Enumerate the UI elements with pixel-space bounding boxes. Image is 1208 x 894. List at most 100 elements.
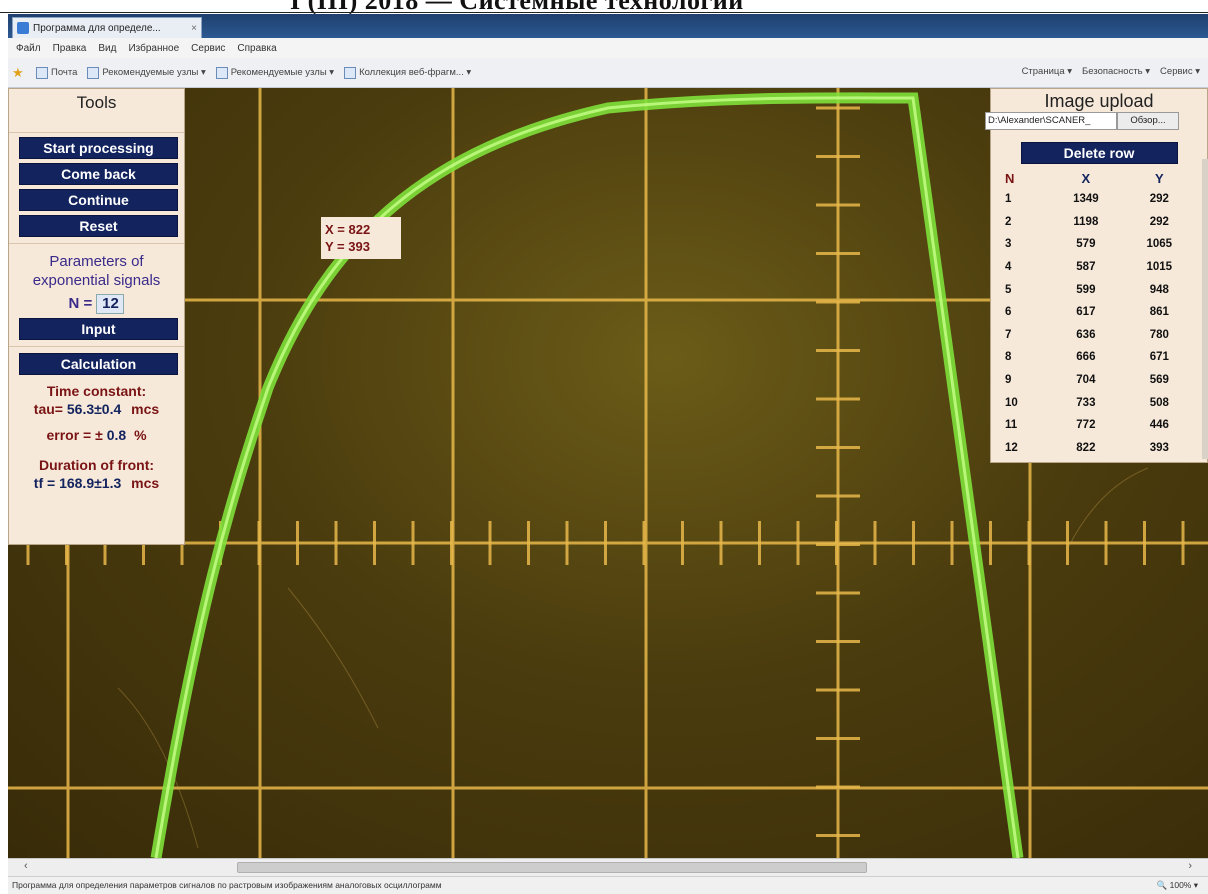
n-row: N = 12: [9, 294, 184, 314]
cell-x: 579: [1076, 238, 1096, 251]
cell-x: 822: [1076, 441, 1096, 454]
command-item-2[interactable]: Сервис ▾: [1160, 66, 1200, 77]
col-n-header: N: [1005, 170, 1015, 186]
favorites-item-label: Коллекция веб-фрагм... ▾: [359, 67, 472, 78]
continue-button[interactable]: Continue: [19, 189, 178, 211]
cell-x: 704: [1076, 374, 1096, 387]
divider: [9, 243, 184, 244]
params-heading: Parameters of exponential signals: [9, 252, 184, 290]
favorites-star[interactable]: ★: [12, 64, 26, 80]
table-row[interactable]: 11 772 446: [1001, 414, 1196, 437]
time-constant-label: Time constant:: [46, 383, 147, 399]
tf-unit: mcs: [131, 475, 160, 491]
error-line: error = ± 0.8 %: [9, 427, 184, 443]
params-line2: exponential signals: [32, 272, 161, 289]
calculation-button[interactable]: Calculation: [19, 353, 178, 375]
command-item-0[interactable]: Страница ▾: [1021, 66, 1073, 77]
come-back-button[interactable]: Come back: [19, 163, 178, 185]
file-path-input[interactable]: D:\Alexander\SCANER_: [985, 112, 1117, 130]
table-row[interactable]: 3 579 1065: [1001, 233, 1196, 256]
input-button[interactable]: Input: [19, 318, 178, 340]
menu-item-5[interactable]: Справка: [237, 42, 277, 54]
cell-n: 8: [1005, 351, 1012, 364]
tools-buttons: Start processing Come back Continue Rese…: [9, 137, 184, 237]
favorites-bar: ★ Почта Рекомендуемые узлы ▾ Рекомендуемые…: [8, 58, 1208, 88]
cursor-y: Y = 393: [325, 239, 370, 254]
table-row[interactable]: 10 733 508: [1001, 391, 1196, 414]
favorites-item-0[interactable]: Почта: [36, 66, 78, 79]
scroll-left-icon[interactable]: ‹: [24, 860, 28, 872]
favorites-item-1[interactable]: Рекомендуемые узлы ▾: [87, 66, 206, 79]
scope-scratches: [117, 467, 1149, 849]
favorites-item-label: Почта: [51, 67, 78, 78]
menu-item-0[interactable]: Файл: [16, 42, 41, 54]
web-page-icon: [87, 66, 100, 79]
menu-item-1[interactable]: Правка: [52, 42, 87, 54]
browse-button[interactable]: Обзор...: [1117, 112, 1179, 130]
table-row[interactable]: 2 1198 292: [1001, 211, 1196, 234]
cell-n: 2: [1005, 215, 1012, 228]
cell-y: 393: [1149, 441, 1169, 454]
horizontal-scrollbar[interactable]: ‹ ›: [8, 858, 1208, 876]
menu-item-2[interactable]: Вид: [98, 42, 117, 54]
browser-tab-title: Программа для определе...: [33, 22, 161, 34]
cell-n: 4: [1005, 261, 1012, 274]
cell-n: 1: [1005, 193, 1012, 206]
table-row[interactable]: 1 1349 292: [1001, 188, 1196, 211]
command-item-1[interactable]: Безопасность ▾: [1082, 66, 1151, 77]
table-row[interactable]: 12 822 393: [1001, 437, 1196, 460]
table-row[interactable]: 7 636 780: [1001, 324, 1196, 347]
cell-y: 508: [1149, 396, 1169, 409]
points-table-header: N X Y: [1001, 168, 1196, 188]
table-row[interactable]: 8 666 671: [1001, 346, 1196, 369]
delete-row-button[interactable]: Delete row: [1020, 142, 1178, 164]
close-tab-icon[interactable]: ×: [191, 22, 197, 34]
image-upload-panel: Image upload D:\Alexander\SCANER_ Обзор.…: [985, 88, 1208, 463]
scroll-thumb[interactable]: [237, 862, 867, 873]
table-scrollbar[interactable]: [1202, 159, 1208, 459]
favorites-item-2[interactable]: Рекомендуемые узлы ▾: [215, 66, 334, 79]
cell-x: 599: [1076, 283, 1096, 296]
cell-x: 1198: [1073, 215, 1099, 228]
cursor-coordinates: X = 822 Y = 393: [321, 217, 401, 259]
params-line1: Parameters of: [49, 253, 144, 270]
browser-tab[interactable]: Программа для определе... ×: [12, 17, 202, 38]
file-picker: D:\Alexander\SCANER_ Обзор...: [985, 112, 1207, 130]
tau-value: 56.3±0.4: [66, 401, 122, 417]
cell-n: 3: [1005, 238, 1012, 251]
document-header-fragment: I (III) 2018 — Системные технологии: [0, 0, 1208, 14]
browser-tab-bar: Программа для определе... ×: [8, 14, 1208, 38]
cell-x: 617: [1076, 306, 1096, 319]
cell-n: 6: [1005, 306, 1012, 319]
points-table: N X Y 1 1349 292 2 1198 292 3 579 1065 4 587 1015 5 5…: [1001, 168, 1196, 459]
front-duration-label: Duration of front:: [38, 457, 155, 473]
menu-bar: Файл Правка Вид Избранное Сервис Справка: [8, 38, 1208, 58]
start-processing-button[interactable]: Start processing: [19, 137, 178, 159]
favorites-item-3[interactable]: Коллекция веб-фрагм... ▾: [344, 66, 472, 79]
reset-button[interactable]: Reset: [19, 215, 178, 237]
status-bar: Программа для определения параметров сиг…: [8, 876, 1208, 894]
table-row[interactable]: 5 599 948: [1001, 278, 1196, 301]
col-y-header: Y: [1154, 170, 1164, 186]
star-icon: ★: [12, 64, 24, 80]
table-row[interactable]: 6 617 861: [1001, 301, 1196, 324]
table-row[interactable]: 9 704 569: [1001, 369, 1196, 392]
scroll-right-icon[interactable]: ›: [1188, 860, 1192, 872]
document-header-text: I (III) 2018 — Системные технологии: [290, 0, 744, 14]
divider: [9, 346, 184, 347]
cell-n: 12: [1005, 441, 1018, 454]
error-value: 0.8: [106, 427, 127, 443]
cell-y: 780: [1149, 328, 1169, 341]
menu-item-3[interactable]: Избранное: [128, 42, 180, 54]
favorites-item-label: Рекомендуемые узлы ▾: [102, 67, 206, 78]
zoom-value: 100%: [1169, 880, 1192, 890]
table-row[interactable]: 4 587 1015: [1001, 256, 1196, 279]
ie-page-icon: [17, 22, 29, 34]
web-page-icon: [36, 66, 48, 79]
zoom-level[interactable]: 🔍 100% ▾: [1156, 880, 1198, 890]
error-unit: %: [134, 427, 147, 443]
menu-item-4[interactable]: Сервис: [191, 42, 226, 54]
n-input[interactable]: 12: [96, 294, 125, 314]
tools-title: Tools: [9, 93, 184, 133]
cell-x: 587: [1076, 261, 1096, 274]
